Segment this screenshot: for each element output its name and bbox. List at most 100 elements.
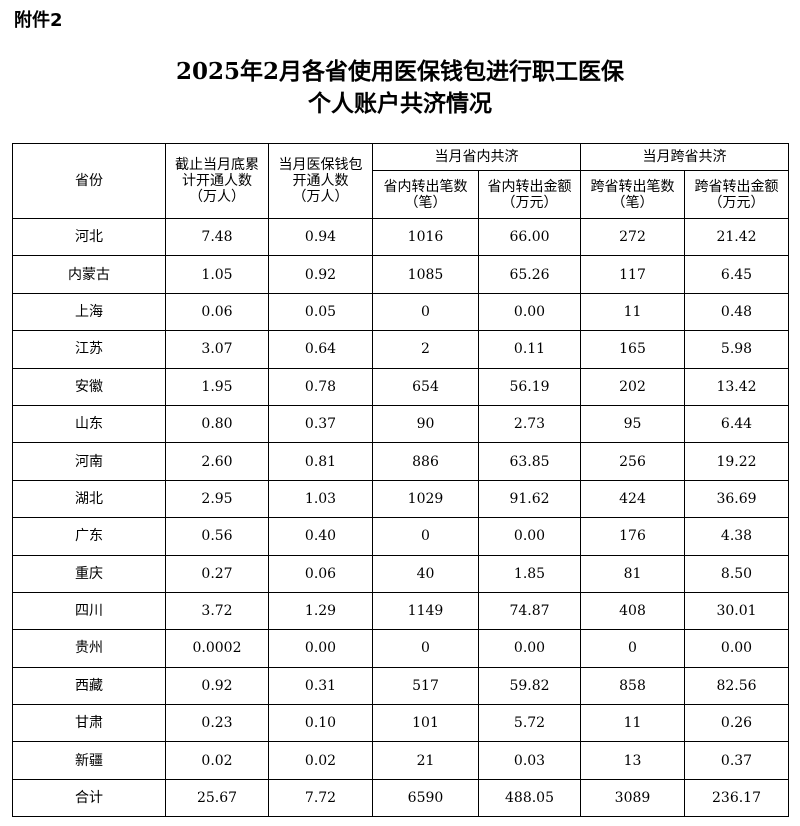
value-cell: 272 xyxy=(580,217,685,257)
province-cell: 安徽 xyxy=(12,367,166,406)
value-cell: 1.05 xyxy=(165,255,269,294)
value-cell: 36.69 xyxy=(684,479,789,519)
province-cell: 四川 xyxy=(12,591,166,631)
table-row: 新疆 0.02 0.02 21 0.03 13 0.37 xyxy=(12,741,789,780)
value-cell: 2.73 xyxy=(478,404,581,444)
value-cell: 11 xyxy=(580,292,685,332)
table-body: 河北 7.48 0.94 1016 66.00 272 21.42 内蒙古 1.05 0.92 10… xyxy=(12,217,789,818)
table-row: 安徽 1.95 0.78 654 56.19 202 13.42 xyxy=(12,367,789,406)
province-cell: 西藏 xyxy=(12,666,166,706)
value-cell: 0.00 xyxy=(268,629,373,668)
table-row: 甘肃 0.23 0.10 101 5.72 11 0.26 xyxy=(12,704,789,743)
value-cell: 40 xyxy=(372,554,479,593)
value-cell: 2 xyxy=(372,330,479,369)
table-row: 湖北 2.95 1.03 1029 91.62 424 36.69 xyxy=(12,479,789,519)
value-cell: 0.02 xyxy=(268,741,373,780)
province-cell: 广东 xyxy=(12,517,166,556)
province-cell: 甘肃 xyxy=(12,704,166,743)
value-cell: 0.78 xyxy=(268,367,373,406)
table-row: 江苏 3.07 0.64 2 0.11 165 5.98 xyxy=(12,330,789,369)
value-cell: 0 xyxy=(372,517,479,556)
value-cell: 1.95 xyxy=(165,367,269,406)
value-cell: 74.87 xyxy=(478,591,581,631)
value-cell: 19.22 xyxy=(684,442,789,481)
header-cell: 当月医保钱包 开通人数 （万人） xyxy=(268,143,373,219)
value-cell: 517 xyxy=(372,666,479,706)
value-cell: 13 xyxy=(580,741,685,780)
value-cell: 6.45 xyxy=(684,255,789,294)
header-cell: 省内转出金额 （万元） xyxy=(478,170,581,219)
value-cell: 6590 xyxy=(372,778,479,818)
table-row: 西藏 0.92 0.31 517 59.82 858 82.56 xyxy=(12,666,789,706)
province-cell: 河南 xyxy=(12,442,166,481)
value-cell: 3.07 xyxy=(165,330,269,369)
value-cell: 117 xyxy=(580,255,685,294)
value-cell: 0.02 xyxy=(165,741,269,780)
value-cell: 1.85 xyxy=(478,554,581,593)
value-cell: 886 xyxy=(372,442,479,481)
title-line: 个人账户共济情况 xyxy=(308,90,492,117)
header-row: 省内转出笔数 （笔） 省内转出金额 （万元） 跨省转出笔数 （笔） 跨省转出金额… xyxy=(13,170,789,219)
value-cell: 8.50 xyxy=(684,554,789,593)
title: 2025年2月各省使用医保钱包进行职工医保 个人账户共济情况 xyxy=(0,56,800,120)
value-cell: 0.11 xyxy=(478,330,581,369)
value-cell: 0.26 xyxy=(684,704,789,743)
header-cell: 跨省转出金额 （万元） xyxy=(684,170,789,219)
value-cell: 1016 xyxy=(372,217,479,257)
province-cell: 贵州 xyxy=(12,629,166,668)
value-cell: 1.29 xyxy=(268,591,373,631)
province-cell: 内蒙古 xyxy=(12,255,166,294)
value-cell: 90 xyxy=(372,404,479,444)
value-cell: 0.81 xyxy=(268,442,373,481)
group-header: 当月省内共济 xyxy=(372,143,581,171)
value-cell: 2.60 xyxy=(165,442,269,481)
value-cell: 0.92 xyxy=(165,666,269,706)
table-row: 合计 25.67 7.72 6590 488.05 3089 236.17 xyxy=(12,778,789,818)
value-cell: 0.10 xyxy=(268,704,373,743)
value-cell: 0.56 xyxy=(165,517,269,556)
value-cell: 2.95 xyxy=(165,479,269,519)
value-cell: 1.03 xyxy=(268,479,373,519)
value-cell: 6.44 xyxy=(684,404,789,444)
group-header: 当月跨省共济 xyxy=(580,143,789,171)
value-cell: 256 xyxy=(580,442,685,481)
value-cell: 0 xyxy=(580,629,685,668)
province-cell: 湖北 xyxy=(12,479,166,519)
value-cell: 0.27 xyxy=(165,554,269,593)
value-cell: 0.31 xyxy=(268,666,373,706)
value-cell: 0.37 xyxy=(684,741,789,780)
value-cell: 3089 xyxy=(580,778,685,818)
title-line: 2025年2月各省使用医保钱包进行职工医保 xyxy=(175,58,625,85)
value-cell: 7.48 xyxy=(165,217,269,257)
value-cell: 408 xyxy=(580,591,685,631)
value-cell: 0 xyxy=(372,292,479,332)
province-cell: 新疆 xyxy=(12,741,166,780)
value-cell: 1085 xyxy=(372,255,479,294)
table-row: 贵州 0.0002 0.00 0 0.00 0 0.00 xyxy=(12,629,789,668)
value-cell: 424 xyxy=(580,479,685,519)
value-cell: 0.00 xyxy=(478,292,581,332)
value-cell: 0.00 xyxy=(478,517,581,556)
value-cell: 0.00 xyxy=(684,629,789,668)
value-cell: 1029 xyxy=(372,479,479,519)
value-cell: 59.82 xyxy=(478,666,581,706)
value-cell: 1149 xyxy=(372,591,479,631)
value-cell: 0.03 xyxy=(478,741,581,780)
value-cell: 65.26 xyxy=(478,255,581,294)
value-cell: 0.37 xyxy=(268,404,373,444)
value-cell: 0.40 xyxy=(268,517,373,556)
value-cell: 4.38 xyxy=(684,517,789,556)
header-cell: 省份 xyxy=(12,143,166,219)
table-row: 广东 0.56 0.40 0 0.00 176 4.38 xyxy=(12,517,789,556)
value-cell: 66.00 xyxy=(478,217,581,257)
value-cell: 202 xyxy=(580,367,685,406)
value-cell: 7.72 xyxy=(268,778,373,818)
value-cell: 81 xyxy=(580,554,685,593)
value-cell: 5.98 xyxy=(684,330,789,369)
value-cell: 236.17 xyxy=(684,778,789,818)
value-cell: 101 xyxy=(372,704,479,743)
value-cell: 3.72 xyxy=(165,591,269,631)
value-cell: 11 xyxy=(580,704,685,743)
table-row: 内蒙古 1.05 0.92 1085 65.26 117 6.45 xyxy=(12,255,789,294)
